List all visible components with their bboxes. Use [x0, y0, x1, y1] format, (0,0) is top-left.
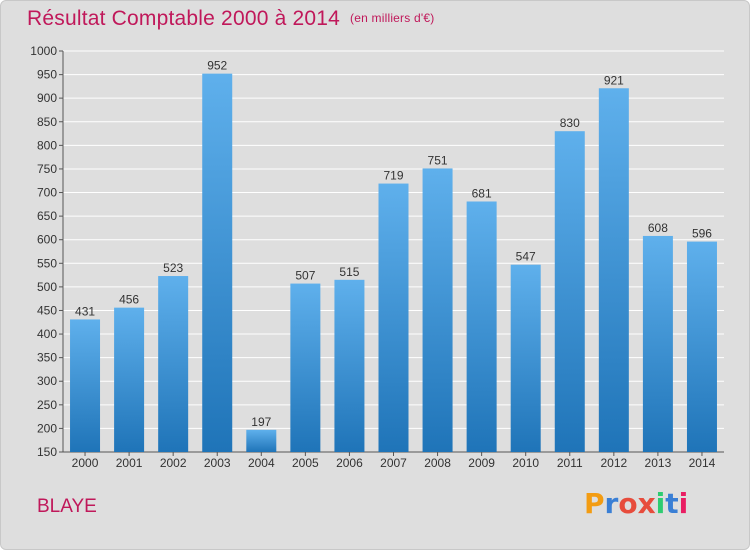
proxiti-logo: Proxiti: [584, 487, 688, 520]
bar-2007: [378, 183, 409, 452]
bar-value-label: 515: [339, 265, 359, 279]
bar-2012: [598, 88, 629, 452]
x-tick-labels: 2000 2001 2002 2003 2004 2005 2006 2007 2008 2009…: [72, 456, 716, 470]
bar-2014: [686, 241, 717, 452]
bar-2005: [290, 283, 321, 452]
y-tick-label: 200: [37, 421, 57, 435]
location-label: BLAYE: [37, 496, 97, 517]
bar-value-label: 547: [516, 250, 536, 264]
y-tick-label: 350: [37, 351, 57, 365]
x-tick-label: 2000: [72, 456, 99, 470]
bar-value-label: 921: [604, 73, 624, 87]
y-tick-label: 500: [37, 280, 57, 294]
logo-letter: r: [604, 487, 619, 520]
bar-value-label: 681: [472, 186, 492, 200]
y-tick-label: 250: [37, 398, 57, 412]
bar-2002: [158, 276, 189, 452]
bar-2013: [642, 235, 673, 452]
bar-2001: [114, 307, 145, 452]
x-tick-label: 2001: [116, 456, 143, 470]
y-tick-label: 300: [37, 374, 57, 388]
bar-2004: [246, 429, 277, 452]
bar-2011: [554, 131, 585, 452]
logo-letter: P: [584, 487, 605, 520]
bar-2003: [202, 73, 233, 452]
y-tick-label: 750: [37, 162, 57, 176]
y-tick-label: 550: [37, 256, 57, 270]
logo-letter: o: [618, 487, 638, 520]
bar-value-label: 596: [692, 227, 712, 241]
logo-letter: i: [678, 487, 689, 520]
x-tick-label: 2007: [380, 456, 407, 470]
bar-2000: [70, 319, 101, 452]
y-tick-label: 900: [37, 91, 57, 105]
chart-title: Résultat Comptable 2000 à 2014 (en millie…: [27, 7, 434, 31]
bars: [70, 73, 717, 452]
bar-value-label: 830: [560, 116, 580, 130]
x-tick-label: 2008: [424, 456, 451, 470]
x-tick-label: 2002: [160, 456, 187, 470]
x-tick-label: 2013: [645, 456, 672, 470]
bar-value-label: 197: [251, 415, 271, 429]
x-tick-label: 2009: [468, 456, 495, 470]
bar-value-label: 751: [428, 153, 448, 167]
logo-letter: x: [637, 487, 656, 520]
bar-2010: [510, 264, 541, 452]
bar-2006: [334, 279, 365, 452]
y-tick-label: 400: [37, 327, 57, 341]
bar-value-label: 523: [163, 261, 183, 275]
bar-value-label: 507: [295, 269, 315, 283]
y-tick-label: 1000: [30, 44, 57, 58]
bar-value-label: 431: [75, 304, 95, 318]
y-tick-label: 600: [37, 233, 57, 247]
logo-letter: i: [655, 487, 666, 520]
logo-letter: t: [665, 487, 679, 520]
bar-2009: [466, 201, 497, 452]
bar-value-label: 456: [119, 293, 139, 307]
x-tick-label: 2006: [336, 456, 363, 470]
y-tick-label: 800: [37, 138, 57, 152]
x-tick-label: 2003: [204, 456, 231, 470]
y-tick-label: 950: [37, 68, 57, 82]
bar-value-label: 719: [383, 169, 403, 183]
bar-value-label: 608: [648, 221, 668, 235]
x-tick-label: 2014: [689, 456, 716, 470]
title-text: Résultat Comptable 2000 à 2014: [27, 7, 341, 30]
y-tick-label: 650: [37, 209, 57, 223]
chart-subtitle: (en milliers d'€): [350, 11, 435, 25]
y-tick-label: 850: [37, 115, 57, 129]
x-tick-label: 2012: [600, 456, 627, 470]
x-tick-label: 2010: [512, 456, 539, 470]
bar-value-labels: 431 456 523 952 197 507 515 719 751 681 547 830 921 6…: [75, 59, 712, 429]
y-tick-labels: 150 200 250 300 350 400 450 500 550 600 650 700 750 8…: [30, 44, 57, 459]
x-tick-label: 2011: [557, 456, 583, 470]
x-tick-label: 2004: [248, 456, 275, 470]
bar-2008: [422, 168, 453, 452]
y-tick-label: 450: [37, 303, 57, 317]
y-tick-label: 150: [37, 445, 57, 459]
y-tick-label: 700: [37, 186, 57, 200]
bar-value-label: 952: [207, 59, 227, 73]
x-tick-label: 2005: [292, 456, 319, 470]
